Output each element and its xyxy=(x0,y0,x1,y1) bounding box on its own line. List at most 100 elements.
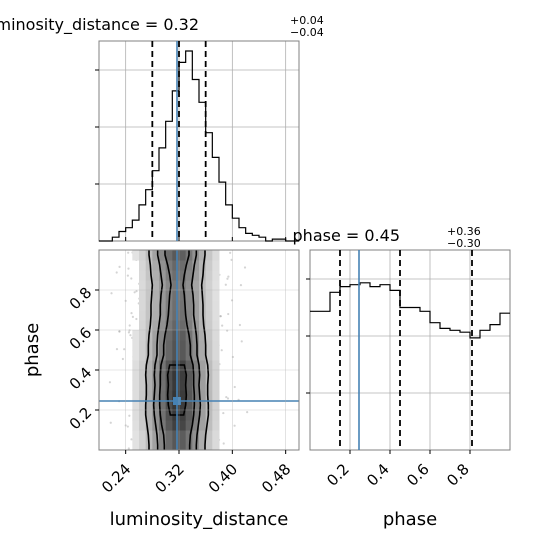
density-cell xyxy=(212,270,220,281)
density-cell xyxy=(159,400,167,411)
density-cell xyxy=(139,350,147,361)
density-cell xyxy=(152,250,160,261)
axes-frame xyxy=(309,249,511,451)
density-cell xyxy=(179,350,187,361)
contour-line xyxy=(144,250,154,450)
density-cell xyxy=(172,400,180,411)
density-cell xyxy=(172,380,180,391)
density-cell xyxy=(179,300,187,311)
density-cell xyxy=(212,380,220,391)
sample-point xyxy=(130,438,133,441)
density-cell xyxy=(179,370,187,381)
density-cell xyxy=(192,430,200,441)
density-cell xyxy=(165,420,173,431)
density-cell xyxy=(132,430,140,441)
density-cell xyxy=(179,260,187,271)
x-tick-labels: 0.24 0.32 0.40 0.48 xyxy=(98,450,294,496)
density-cell xyxy=(139,400,147,411)
density-cell xyxy=(152,260,160,271)
density-cell xyxy=(159,370,167,381)
density-cell xyxy=(172,280,180,291)
density-cell xyxy=(185,380,193,391)
density-cell xyxy=(139,420,147,431)
density-cell xyxy=(172,290,180,301)
density-cell xyxy=(199,420,207,431)
density-cell xyxy=(192,350,200,361)
density-cell xyxy=(179,400,187,411)
density-cell xyxy=(145,370,153,381)
contour-line xyxy=(200,250,210,450)
density-cell xyxy=(152,390,160,401)
density-cell xyxy=(179,330,187,341)
density-cell xyxy=(132,420,140,431)
density-cell xyxy=(199,400,207,411)
panel-phase-histogram: 0.2 0.4 0.6 0.8 phase = 0.45 +0.36 −0.30 ph… xyxy=(293,225,511,530)
density-cell xyxy=(139,260,147,271)
density-cell xyxy=(165,260,173,271)
y-tick-label: 0.2 xyxy=(66,404,96,434)
density-cell xyxy=(139,440,147,450)
sample-point xyxy=(222,411,225,415)
density-cell xyxy=(185,360,193,371)
density-cell xyxy=(199,390,207,401)
density-cell xyxy=(152,320,160,331)
sample-point xyxy=(130,277,133,280)
density-cell xyxy=(179,310,187,321)
density-cell xyxy=(205,350,213,361)
sample-point xyxy=(109,421,112,424)
density-cell xyxy=(185,280,193,291)
density-cell xyxy=(205,330,213,341)
density-cell xyxy=(159,290,167,301)
x-tick-label: 0.8 xyxy=(443,460,473,490)
density-cell xyxy=(132,380,140,391)
density-cell xyxy=(172,260,180,271)
sample-point xyxy=(126,274,129,277)
sample-point xyxy=(121,357,124,361)
density-cell xyxy=(212,250,220,261)
density-cell xyxy=(145,320,153,331)
density-cell xyxy=(179,430,187,441)
density-cell xyxy=(205,270,213,281)
density-cell xyxy=(205,250,213,261)
density-cell xyxy=(132,360,140,371)
density-cell xyxy=(139,430,147,441)
density-cell xyxy=(159,300,167,311)
grid xyxy=(310,250,510,450)
sample-point xyxy=(110,292,113,295)
density-cell xyxy=(205,430,213,441)
title-main: luminosity_distance = 0.32 xyxy=(0,15,199,35)
density-cell xyxy=(192,390,200,401)
density-cell xyxy=(192,280,200,291)
density-cell xyxy=(165,280,173,291)
density-cell xyxy=(172,340,180,351)
density-cell xyxy=(192,360,200,371)
density-cell xyxy=(185,310,193,321)
density-cell xyxy=(199,430,207,441)
density-cell xyxy=(152,330,160,341)
sample-point xyxy=(118,330,121,333)
x-tick-label: 0.4 xyxy=(363,460,393,490)
density-cell xyxy=(152,290,160,301)
density-cell xyxy=(172,390,180,401)
density-cell xyxy=(172,350,180,361)
density-cell xyxy=(199,360,207,371)
density-cell xyxy=(199,350,207,361)
density-cell xyxy=(139,330,147,341)
density-cell xyxy=(172,430,180,441)
density-cell xyxy=(159,260,167,271)
density-cell xyxy=(192,340,200,351)
sample-point xyxy=(118,330,121,333)
density-cell xyxy=(205,410,213,421)
density-cell xyxy=(205,260,213,271)
density-cell xyxy=(139,410,147,421)
density-cell xyxy=(205,300,213,311)
density-cell xyxy=(212,390,220,401)
density-cell xyxy=(172,420,180,431)
density-contours xyxy=(144,250,210,450)
title-main: phase = 0.45 xyxy=(293,226,400,245)
density-cell xyxy=(139,280,147,291)
density-cell xyxy=(205,390,213,401)
sample-point xyxy=(230,299,234,302)
sample-point xyxy=(222,442,225,445)
density-cell xyxy=(172,370,180,381)
